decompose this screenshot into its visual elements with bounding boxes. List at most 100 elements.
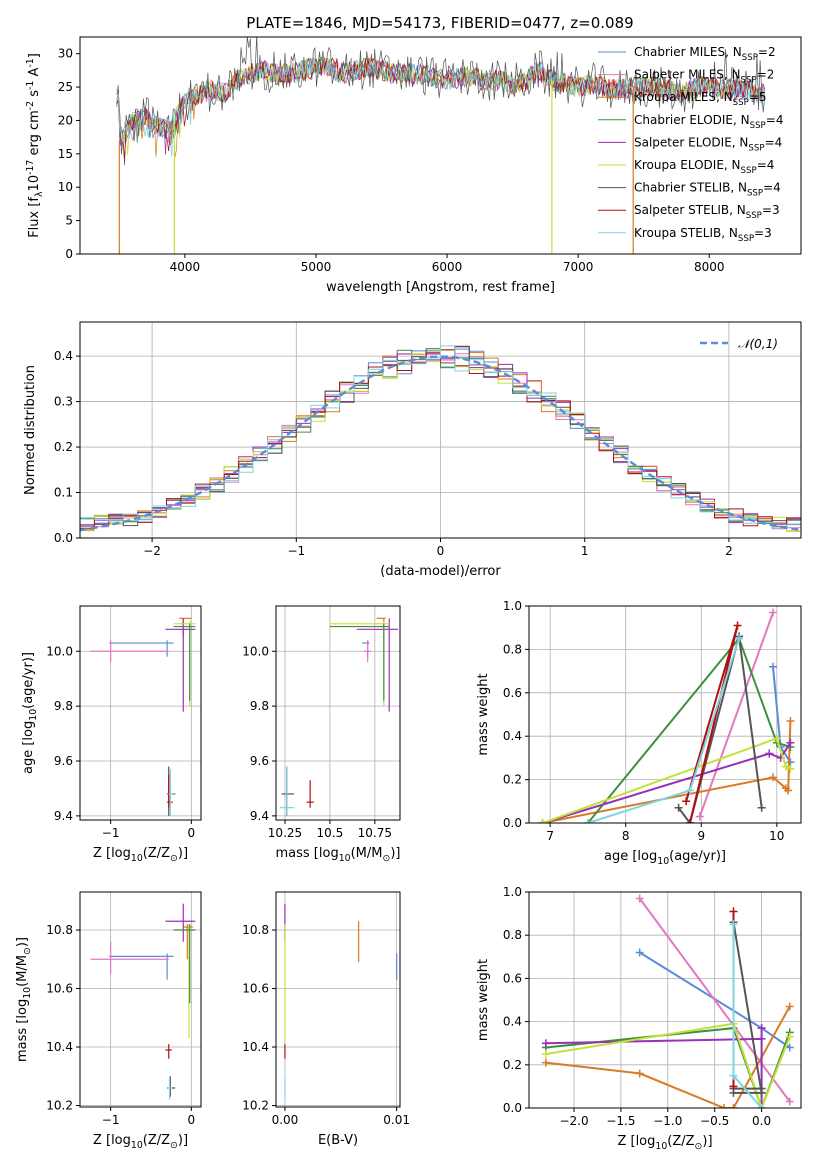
axes-frame	[275, 891, 401, 1108]
data-point-marker	[635, 1069, 644, 1078]
data-point-marker	[784, 786, 793, 795]
series-line	[545, 1006, 791, 1108]
chart-title: PLATE=1846, MJD=54173, FIBERID=0477, z=0…	[246, 14, 633, 32]
data-point-marker	[757, 1034, 766, 1043]
data-point-marker	[785, 1032, 794, 1041]
data-point-marker	[757, 1104, 766, 1108]
x-tick-label: 2	[725, 544, 733, 558]
data-point-marker	[729, 1104, 738, 1108]
x-tick-label: 10.25	[268, 826, 302, 840]
legend-entry: 𝒩(0,1)	[738, 337, 778, 351]
y-axis-label: age [log10(age/yr)]	[21, 652, 39, 774]
y-tick-label: 10.0	[242, 644, 269, 658]
data-point-marker	[785, 1043, 794, 1052]
y-tick-label: 9.4	[250, 809, 269, 823]
x-tick-label: −1	[102, 826, 120, 840]
data-point-marker	[769, 608, 778, 617]
gaussian-curve	[80, 355, 801, 532]
x-tick-label: −1	[287, 544, 305, 558]
data-point-marker	[720, 1104, 729, 1108]
axes-ebv_mass: 0.00 0.01 10.2 10.4 10.6 10.8 E(B-V)	[242, 891, 410, 1148]
legend-entry: Kroupa ELODIE, NSSP=4	[634, 158, 774, 176]
y-tick-label: 10.2	[242, 1099, 269, 1113]
legend-entry: Kroupa MILES, NSSP=5	[634, 90, 767, 108]
data-point-marker	[729, 1071, 738, 1080]
axes-z_weight: −2.0 −1.5 −1.0 −0.5 0.0 0.0 0.2 0.4 0.6 0.8 1.0 Z […	[476, 885, 802, 1152]
y-tick-label: 20	[58, 113, 73, 127]
data-point-marker	[757, 1088, 766, 1097]
x-tick-label: −0.5	[700, 1114, 729, 1128]
data-point-marker	[729, 920, 738, 929]
legend-entry: Chabrier STELIB, NSSP=4	[634, 181, 781, 199]
data-point-marker	[674, 803, 683, 812]
y-tick-label: 0.8	[503, 928, 522, 942]
data-point-marker	[682, 797, 691, 806]
data-point-marker	[685, 786, 694, 795]
y-tick-label: 10.6	[46, 982, 73, 996]
data-point-marker	[769, 662, 778, 671]
axes-z_age: −1 0 9.4 9.6 9.8 10.0 Z [log10(Z/Z⊙)] age [log1…	[21, 605, 202, 864]
y-tick-label: 0.8	[503, 642, 522, 656]
legend-entry: Kroupa STELIB, NSSP=3	[634, 226, 772, 244]
plot-area-spectrum	[116, 37, 766, 254]
y-tick-label: 9.8	[54, 699, 73, 713]
x-tick-label: 0.00	[272, 1113, 299, 1127]
data-point-marker	[772, 734, 781, 743]
plot-area-age_weight	[538, 608, 795, 823]
data-point-marker	[538, 819, 547, 823]
data-point-marker	[583, 819, 592, 823]
y-axis-label: Flux [fλ10-17 erg cm-2 s-1 A-1]	[25, 53, 45, 238]
legend-entry: Salpeter MILES, NSSP=2	[634, 68, 774, 86]
data-point-marker	[541, 1039, 550, 1048]
x-tick-label: −2.0	[559, 1114, 588, 1128]
y-tick-label: 9.4	[54, 809, 73, 823]
x-tick-label: 9	[697, 829, 705, 843]
x-tick-label: 4000	[170, 260, 201, 274]
data-point-marker	[785, 1097, 794, 1106]
y-tick-label: 0.1	[54, 486, 73, 500]
y-tick-label: 0.4	[503, 1015, 522, 1029]
y-tick-label: 1.0	[503, 599, 522, 613]
y-tick-label: 10.8	[242, 923, 269, 937]
y-tick-label: 10.0	[46, 644, 73, 658]
x-tick-label: 0	[437, 544, 445, 558]
data-point-marker	[757, 803, 766, 812]
data-point-marker	[635, 948, 644, 957]
y-tick-label: 0.0	[503, 816, 522, 830]
y-axis-label: mass weight	[476, 959, 491, 1041]
x-tick-label: 0	[187, 1113, 195, 1127]
legend-entry: Salpeter ELODIE, NSSP=4	[634, 135, 782, 153]
axes-frame	[275, 605, 401, 821]
series-line	[542, 742, 792, 823]
y-axis-label: Normed distribution	[23, 365, 38, 495]
x-tick-label: 0.01	[383, 1113, 410, 1127]
x-tick-label: 6000	[432, 260, 463, 274]
data-point-marker	[765, 749, 774, 758]
y-tick-label: 0.2	[503, 1058, 522, 1072]
axes-z_mass: −1 0 10.2 10.4 10.6 10.8 Z [log10(Z/Z⊙)] mass […	[15, 891, 202, 1151]
y-tick-label: 10.4	[46, 1040, 73, 1054]
data-point-marker	[785, 1002, 794, 1011]
legend-entry: Chabrier MILES, NSSP=2	[634, 45, 776, 63]
axes-spectrum: 4000 5000 6000 7000 8000 0 5 10 15 20 25 30 waveleng…	[25, 14, 802, 295]
x-tick-label: 10.5	[317, 826, 344, 840]
x-axis-label: mass [log10(M/M⊙)]	[276, 846, 401, 864]
y-tick-label: 15	[58, 147, 73, 161]
legend: Chabrier MILES, NSSP=2 Salpeter MILES, NS…	[598, 45, 783, 244]
plot-area-z_age	[90, 617, 196, 816]
x-axis-label: (data-model)/error	[380, 564, 501, 579]
legend-entry: Chabrier ELODIE, NSSP=4	[634, 113, 783, 131]
x-axis-label: Z [log10(Z/Z⊙)]	[93, 846, 188, 864]
x-tick-label: 1	[581, 544, 589, 558]
x-axis-label: wavelength [Angstrom, rest frame]	[326, 280, 555, 295]
y-tick-label: 0.3	[54, 395, 73, 409]
legend: 𝒩(0,1)	[700, 337, 778, 351]
series-line	[587, 636, 791, 823]
y-tick-label: 9.6	[250, 754, 269, 768]
plot-area-z_weight	[541, 894, 794, 1108]
data-point-marker	[735, 634, 744, 643]
data-point-marker	[757, 1024, 766, 1033]
y-tick-label: 0.6	[503, 971, 522, 985]
y-tick-label: 0.0	[54, 531, 73, 545]
